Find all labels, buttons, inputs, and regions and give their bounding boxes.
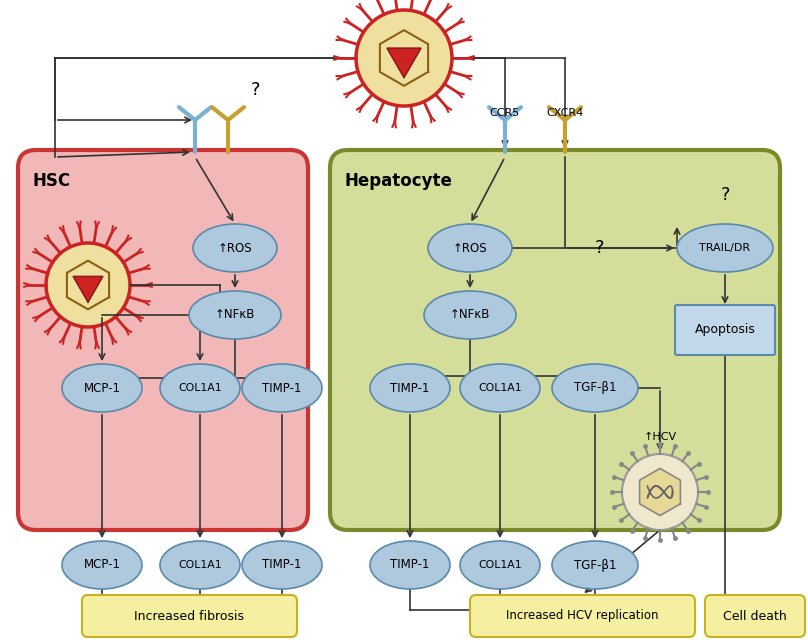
Text: TRAIL/DR: TRAIL/DR [700,243,751,253]
Text: MCP-1: MCP-1 [83,381,120,395]
Text: CXCR4: CXCR4 [546,108,583,118]
FancyBboxPatch shape [82,595,297,637]
Ellipse shape [193,224,277,272]
Text: Increased HCV replication: Increased HCV replication [506,610,659,622]
Text: TGF-β1: TGF-β1 [574,381,617,395]
Ellipse shape [428,224,512,272]
Text: ↑NFκB: ↑NFκB [450,309,490,322]
Polygon shape [387,48,421,78]
Text: MCP-1: MCP-1 [83,559,120,572]
FancyBboxPatch shape [18,150,308,530]
Text: ?: ? [595,239,604,257]
Ellipse shape [242,541,322,589]
Text: ↑ROS: ↑ROS [217,242,252,255]
Text: ↑ROS: ↑ROS [452,242,487,255]
Polygon shape [74,276,103,302]
Text: ↑NFκB: ↑NFκB [215,309,255,322]
Text: Increased fibrosis: Increased fibrosis [134,610,244,622]
Circle shape [356,10,452,106]
FancyBboxPatch shape [675,305,775,355]
Ellipse shape [460,541,540,589]
Polygon shape [380,30,428,86]
Ellipse shape [160,541,240,589]
Ellipse shape [189,291,281,339]
Ellipse shape [677,224,773,272]
Ellipse shape [62,364,142,412]
Text: Hepatocyte: Hepatocyte [344,172,452,190]
Ellipse shape [460,364,540,412]
Text: COL1A1: COL1A1 [179,560,222,570]
Circle shape [46,243,130,327]
Ellipse shape [552,364,638,412]
Ellipse shape [62,541,142,589]
Text: COL1A1: COL1A1 [179,383,222,393]
Polygon shape [67,260,109,309]
Text: ↑HCV: ↑HCV [643,432,676,442]
Text: COL1A1: COL1A1 [478,383,522,393]
Ellipse shape [370,541,450,589]
Ellipse shape [242,364,322,412]
Text: Cell death: Cell death [723,610,787,622]
Ellipse shape [424,291,516,339]
Text: TIMP-1: TIMP-1 [263,381,301,395]
FancyBboxPatch shape [330,150,780,530]
FancyBboxPatch shape [470,595,695,637]
Ellipse shape [552,541,638,589]
Text: ?: ? [250,81,259,99]
Circle shape [622,454,698,530]
Text: COL1A1: COL1A1 [478,560,522,570]
FancyBboxPatch shape [705,595,805,637]
Text: TIMP-1: TIMP-1 [263,559,301,572]
Text: ?: ? [720,186,730,204]
Text: HSC: HSC [32,172,70,190]
Text: Apoptosis: Apoptosis [695,323,755,336]
Polygon shape [640,469,680,516]
Text: TIMP-1: TIMP-1 [390,559,430,572]
Text: CCR5: CCR5 [490,108,520,118]
Ellipse shape [370,364,450,412]
Ellipse shape [160,364,240,412]
Text: TIMP-1: TIMP-1 [390,381,430,395]
Text: TGF-β1: TGF-β1 [574,559,617,572]
